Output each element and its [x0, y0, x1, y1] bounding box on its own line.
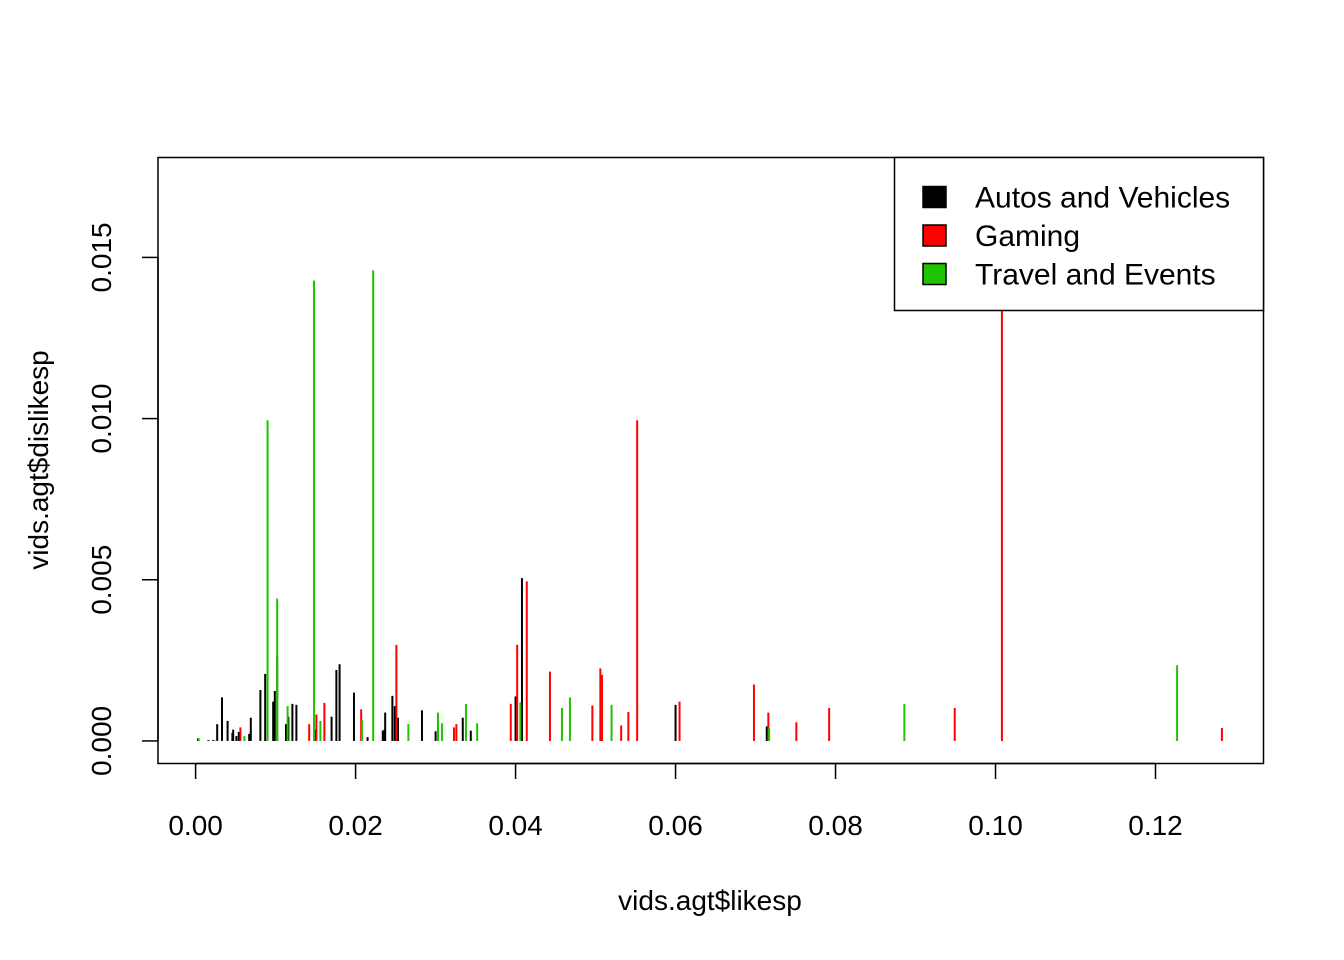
x-tick-label-1: 0.02 — [328, 810, 383, 841]
x-axis: 0.00 0.02 0.04 0.06 0.08 0.10 0.12 — [168, 762, 1183, 841]
y-tick-label-1: 0.005 — [86, 545, 117, 615]
legend-box — [893, 156, 1265, 312]
y-axis-label: vids.agt$dislikesp — [23, 350, 54, 569]
x-axis-label: vids.agt$likesp — [618, 885, 802, 916]
x-tick-label-5: 0.10 — [968, 810, 1023, 841]
y-tick-label-3: 0.015 — [86, 222, 117, 292]
y-tick-label-0: 0.000 — [86, 706, 117, 776]
y-axis: 0.000 0.005 0.010 0.015 — [86, 222, 159, 776]
legend-swatch-0 — [922, 185, 947, 209]
data-spikes-layer — [197, 270, 1223, 741]
legend-swatch-2 — [922, 262, 947, 286]
x-tick-label-4: 0.08 — [808, 810, 863, 841]
legend-label-1: Gaming — [975, 220, 1080, 253]
x-tick-label-0: 0.00 — [168, 810, 223, 841]
legend-swatch-1 — [922, 224, 947, 247]
legend: Autos and Vehicles Gaming Travel and Event… — [893, 156, 1265, 312]
y-tick-label-2: 0.010 — [86, 384, 117, 454]
x-tick-label-2: 0.04 — [488, 810, 543, 841]
legend-label-0: Autos and Vehicles — [975, 182, 1230, 215]
x-tick-label-3: 0.06 — [648, 810, 703, 841]
x-tick-label-6: 0.12 — [1128, 810, 1183, 841]
legend-label-2: Travel and Events — [975, 259, 1216, 292]
